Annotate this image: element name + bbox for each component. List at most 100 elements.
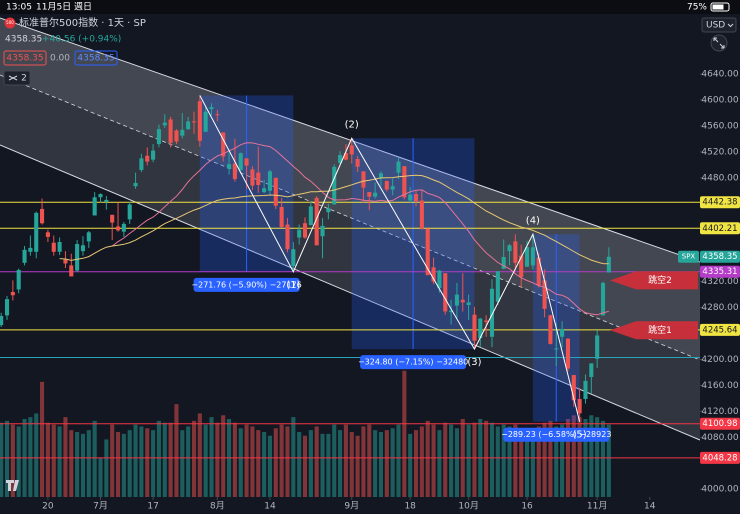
candle-body xyxy=(4,299,10,316)
candle-body xyxy=(221,132,226,157)
volume-bar xyxy=(4,420,10,497)
volume-bar xyxy=(121,433,126,497)
volume-bar xyxy=(472,422,477,497)
wave-label: (5) xyxy=(573,430,587,441)
volume-bar xyxy=(86,430,91,497)
volume-bar xyxy=(45,422,50,497)
candle-body xyxy=(338,155,343,163)
candle-body xyxy=(589,363,594,377)
candle-body xyxy=(484,320,489,322)
level-badge xyxy=(700,451,740,464)
candle-body xyxy=(139,158,144,171)
measure-label: −324.80 (−7.15%) −32480 xyxy=(358,358,468,367)
volume-bar xyxy=(110,424,115,497)
candle-body xyxy=(536,257,541,286)
volume-bar xyxy=(285,426,290,497)
candle-body xyxy=(151,150,156,160)
gap-callout xyxy=(610,271,698,290)
candle-body xyxy=(174,130,179,142)
level-badge xyxy=(700,417,740,430)
candle-body xyxy=(203,111,208,132)
volume-bar xyxy=(221,415,226,497)
candle-body xyxy=(419,200,424,229)
candle-body xyxy=(197,101,202,141)
candle-body xyxy=(110,214,115,223)
indicator-toggle[interactable] xyxy=(3,70,31,86)
volume-bar xyxy=(127,430,132,497)
x-tick-label: 14 xyxy=(644,502,656,512)
y-tick-label: 4200.00 xyxy=(701,355,738,365)
measure-label-box xyxy=(360,355,467,370)
candle-body xyxy=(308,206,313,226)
wave-label: (3) xyxy=(467,357,481,368)
wave-label: (1) xyxy=(286,280,300,291)
candle-body xyxy=(10,292,15,296)
gap-callout xyxy=(610,321,698,340)
candle-body xyxy=(156,129,161,145)
candle-body xyxy=(40,208,45,224)
volume-bar xyxy=(384,430,389,497)
volume-bar xyxy=(402,370,407,497)
last-price-label: 4358.35 xyxy=(702,252,737,262)
symbol-icon-text: 500 xyxy=(6,20,14,25)
zoom-button[interactable] xyxy=(710,34,728,52)
volume-bar xyxy=(197,413,202,497)
candle-body xyxy=(314,197,319,246)
volume-bar xyxy=(507,426,512,497)
candle-body xyxy=(525,247,530,267)
candle-body xyxy=(507,245,512,252)
candle-body xyxy=(180,129,185,136)
candle-body xyxy=(408,194,413,201)
x-tick-label: 7月 xyxy=(93,501,108,512)
currency-select[interactable] xyxy=(701,17,737,33)
volume-bar xyxy=(133,424,138,497)
volume-bar xyxy=(489,422,495,497)
candle-body xyxy=(291,249,296,267)
last-price-badge xyxy=(700,250,740,263)
candle-body xyxy=(565,338,570,369)
status-date: 11月5日 週日 xyxy=(36,2,92,13)
volume-bar xyxy=(408,433,413,497)
status-time: 13:05 xyxy=(6,3,32,13)
candle-body xyxy=(186,121,191,130)
volume-bar xyxy=(361,426,366,497)
candle-body xyxy=(378,173,384,179)
candle-body xyxy=(437,270,442,289)
y-tick-label: 4520.00 xyxy=(701,147,738,157)
x-tick-label: 17 xyxy=(147,502,158,512)
candle-body xyxy=(343,153,348,160)
y-tick-label: 4000.00 xyxy=(701,485,738,495)
candle-body xyxy=(279,207,284,228)
sell-button[interactable] xyxy=(3,50,47,66)
candle-body xyxy=(238,153,243,171)
candle-body xyxy=(606,256,611,273)
status-bar xyxy=(0,0,740,14)
candle-body xyxy=(425,228,430,276)
volume-bar xyxy=(548,420,553,497)
volume-bar xyxy=(139,426,144,497)
volume-bar xyxy=(63,417,68,497)
buy-button[interactable] xyxy=(74,50,118,66)
volume-bar xyxy=(28,417,33,497)
volume-bar xyxy=(413,430,419,497)
candle-body xyxy=(115,226,121,231)
volume-bar xyxy=(168,422,173,497)
volume-bar xyxy=(156,420,161,497)
candle-body xyxy=(80,245,86,252)
level-badge xyxy=(700,222,740,235)
volume-bar xyxy=(273,428,278,497)
symbol-title[interactable]: 标准普尔500指数 · 1天 · SP xyxy=(19,16,146,29)
wave-line xyxy=(199,95,581,422)
channel-upper xyxy=(0,18,700,360)
price-axis xyxy=(700,14,740,514)
x-tick-label: 20 xyxy=(42,502,54,512)
volume-bar xyxy=(554,426,559,497)
volume-bar xyxy=(250,426,255,497)
spread: 0.00 xyxy=(50,54,70,64)
candle-body xyxy=(92,197,97,216)
gap-label: 跳空1 xyxy=(648,324,672,336)
x-tick-label: 18 xyxy=(404,502,416,512)
candle-body xyxy=(349,145,354,155)
